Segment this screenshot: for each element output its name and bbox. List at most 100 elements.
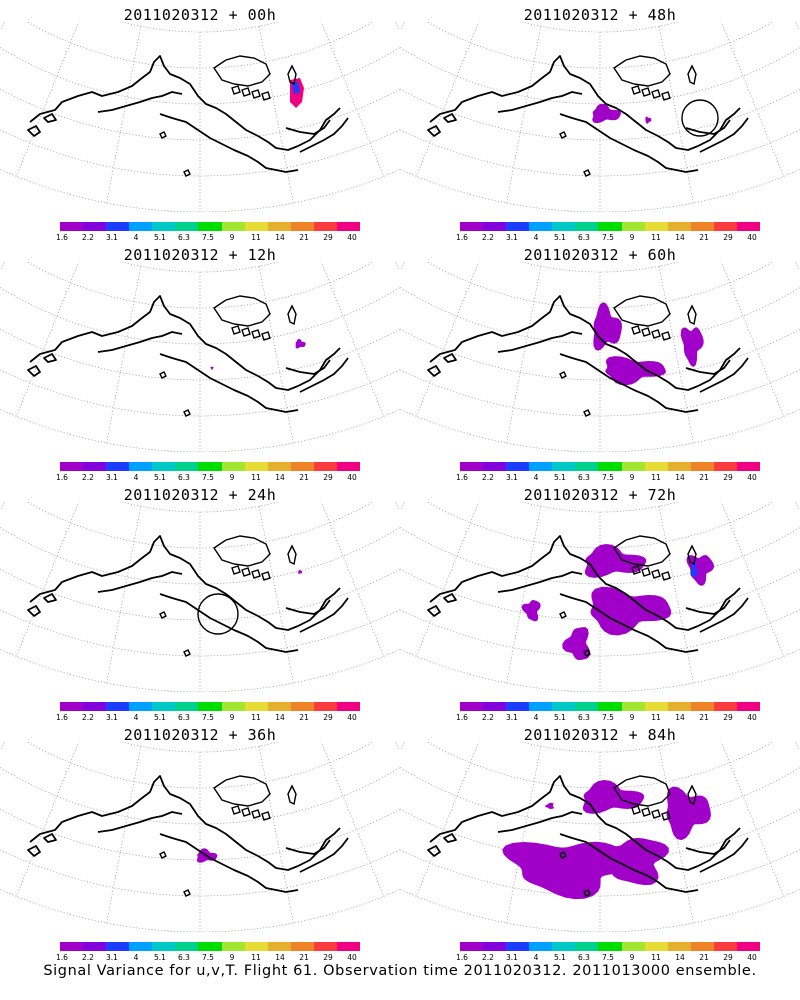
legend-label: 11 (251, 473, 261, 482)
legend-swatch (336, 702, 361, 711)
legend-label: 11 (251, 713, 261, 722)
legend-swatch (313, 942, 337, 951)
coastline (97, 811, 183, 833)
island-outline (641, 807, 651, 817)
legend-swatch (83, 702, 107, 711)
legend-swatch (152, 702, 176, 711)
legend-label: 5.1 (154, 233, 166, 242)
coastline (497, 571, 583, 593)
latitude-line (0, 328, 400, 381)
color-legend: 1.6 2.2 3.1 4 5.1 6.3 7.5 9 11 14 21 29 40 (456, 942, 761, 962)
legend-swatch (221, 462, 245, 471)
graticule (0, 502, 400, 692)
island-outline (261, 331, 271, 341)
legend-swatch (336, 222, 361, 231)
island-outline (651, 569, 661, 579)
island-outline (251, 89, 261, 99)
legend-swatch (460, 702, 484, 711)
legend-swatch (244, 942, 268, 951)
figure-caption: Signal Variance for u,v,T. Flight 61. Ob… (43, 963, 757, 979)
legend-swatch (267, 702, 291, 711)
island-outline (651, 89, 661, 99)
legend-swatch (483, 702, 507, 711)
island-outline (631, 325, 641, 335)
island-outline (213, 55, 271, 87)
map-canvas (400, 742, 800, 932)
map-panel: 2011020312 + 24h 1.6 2.2 3.1 4 5.1 6.3 7.5 9 11 14… (0, 480, 400, 722)
graticule (400, 262, 800, 452)
latitude-line (520, 262, 680, 273)
legend-label: 14 (675, 473, 685, 482)
meridian-line (320, 502, 384, 657)
island-outline (559, 851, 567, 859)
coastline (559, 593, 699, 653)
meridian-line (400, 502, 406, 511)
island-outline (631, 565, 641, 575)
legend-label: 40 (347, 473, 357, 482)
coastline (427, 845, 441, 857)
legend-label: 2.2 (482, 473, 494, 482)
variance-region (686, 555, 714, 586)
variance-region (666, 786, 711, 841)
meridian-line (394, 22, 400, 31)
legend-label: 1.6 (456, 953, 468, 962)
map-panel: 2011020312 + 84h 1.6 2.2 3.1 4 5.1 6.3 7.5 9 11 14… (400, 720, 800, 962)
legend-label: 9 (629, 233, 635, 242)
meridian-line (16, 742, 80, 897)
meridian-line (106, 26, 142, 204)
island-outline (287, 544, 297, 566)
panel-title: 2011020312 + 00h (123, 6, 277, 24)
legend-swatch (598, 942, 622, 951)
coastline (429, 295, 741, 391)
legend-label: 2.2 (82, 473, 94, 482)
legend-label: 9 (629, 473, 635, 482)
coastline (29, 775, 341, 871)
legend-swatch (83, 462, 107, 471)
coastline (285, 839, 331, 855)
latitude-line (400, 849, 800, 897)
latitude-line (0, 369, 400, 417)
legend-swatch (552, 702, 576, 711)
legend-label: 1.6 (456, 473, 468, 482)
meridian-line (400, 742, 406, 751)
island-outline (183, 649, 191, 657)
legend-label: 21 (299, 713, 309, 722)
coastline (685, 359, 731, 375)
legend-swatch (106, 702, 130, 711)
legend-label: 29 (323, 233, 333, 242)
legend-label: 29 (323, 473, 333, 482)
panel-title: 2011020312 + 48h (523, 6, 677, 24)
legend-label: 1.6 (456, 713, 468, 722)
legend-label: 11 (251, 233, 261, 242)
latitude-line (0, 609, 400, 657)
graticule (0, 22, 400, 212)
meridian-line (400, 262, 406, 271)
legend-swatch (129, 942, 153, 951)
legend-label: 3.1 (106, 473, 118, 482)
legend-swatch (290, 462, 314, 471)
legend-swatch (667, 222, 691, 231)
legend-label: 4 (533, 233, 539, 242)
panel-title: 2011020312 + 72h (523, 486, 677, 504)
legend-swatch (506, 462, 530, 471)
coastline (159, 353, 299, 413)
meridian-line (394, 502, 400, 511)
legend-swatch (313, 462, 337, 471)
legend-label: 29 (723, 233, 733, 242)
legend-swatch (552, 222, 576, 231)
meridian-line (720, 502, 784, 657)
map-panel: 2011020312 + 36h 1.6 2.2 3.1 4 5.1 6.3 7.5 9 11 14… (0, 720, 400, 962)
legend-label: 21 (699, 713, 709, 722)
meridian-line (794, 742, 800, 751)
legend-label: 5.1 (554, 953, 566, 962)
meridian-line (506, 266, 542, 444)
legend-swatch (106, 222, 130, 231)
coastline (285, 119, 331, 135)
coastline (699, 357, 749, 393)
legend-colorbar (460, 462, 761, 471)
legend-label: 14 (675, 713, 685, 722)
legend-label: 29 (323, 713, 333, 722)
legend-swatch (690, 222, 714, 231)
latitude-line (0, 129, 400, 177)
island-outline (613, 535, 671, 567)
